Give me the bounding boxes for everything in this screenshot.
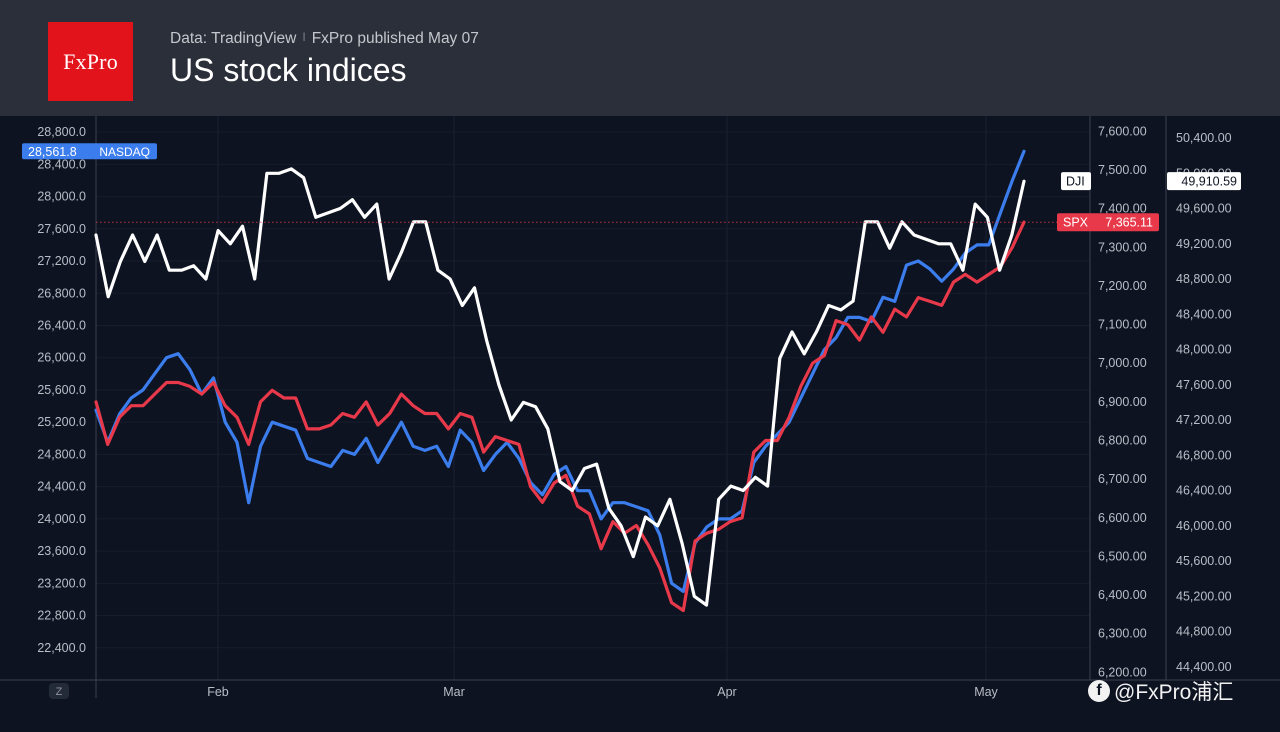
- right-tick-label: 46,800.00: [1176, 448, 1232, 462]
- middle-tick-label: 7,200.00: [1098, 279, 1147, 293]
- chart-area[interactable]: 22,400.0 22,800.0 23,200.0 23,600.0 24,000.0…: [0, 116, 1280, 732]
- right-tick-label: 48,000.00: [1176, 343, 1232, 357]
- middle-tick-label: 6,300.00: [1098, 627, 1147, 641]
- x-tick-label: Feb: [207, 685, 229, 699]
- left-tick-label: 25,200.0: [37, 415, 86, 429]
- left-tick-label: 23,200.0: [37, 576, 86, 590]
- right-tick-label: 45,200.00: [1176, 589, 1232, 603]
- watermark-text: @FxPro浦汇: [1114, 681, 1234, 704]
- published-note: FxPro published May 07: [311, 30, 479, 47]
- left-tick-label: 22,400.0: [37, 641, 86, 655]
- chart-title: US stock indices: [170, 52, 407, 88]
- right-tick-label: 44,400.00: [1176, 660, 1232, 674]
- middle-tick-label: 6,800.00: [1098, 433, 1147, 447]
- right-tick-label: 50,400.00: [1176, 131, 1232, 145]
- middle-tick-label: 6,400.00: [1098, 588, 1147, 602]
- x-tick-label: Apr: [717, 685, 736, 699]
- source-line: Data: TradingView I FxPro published May 07: [170, 30, 479, 48]
- right-tick-label: 47,200.00: [1176, 413, 1232, 427]
- right-tick-label: 46,400.00: [1176, 484, 1232, 498]
- middle-tick-label: 7,400.00: [1098, 202, 1147, 216]
- middle-tick-label: 7,500.00: [1098, 163, 1147, 177]
- right-tick-label: 44,800.00: [1176, 625, 1232, 639]
- right-tick-label: 49,200.00: [1176, 237, 1232, 251]
- timezone-button: [49, 683, 69, 699]
- left-tick-label: 24,800.0: [37, 447, 86, 461]
- dji-value-badge: [1167, 172, 1241, 191]
- left-tick-label: 28,400.0: [37, 157, 86, 171]
- facebook-icon: f: [1088, 680, 1110, 702]
- dji-name-badge: [1061, 172, 1091, 191]
- right-tick-label: 45,600.00: [1176, 554, 1232, 568]
- middle-tick-label: 6,600.00: [1098, 511, 1147, 525]
- right-tick-label: 47,600.00: [1176, 378, 1232, 392]
- left-tick-label: 23,600.0: [37, 544, 86, 558]
- axis-labels: 22,400.0 22,800.0 23,200.0 23,600.0 24,000.0…: [22, 124, 1241, 699]
- left-tick-label: 26,400.0: [37, 318, 86, 332]
- header: FxPro Data: TradingView I FxPro published …: [0, 0, 1280, 116]
- series-lines: [94, 149, 1090, 613]
- left-tick-label: 26,000.0: [37, 351, 86, 365]
- x-tick-label: Mar: [443, 685, 465, 699]
- middle-tick-label: 7,000.00: [1098, 356, 1147, 370]
- left-tick-label: 25,600.0: [37, 383, 86, 397]
- fxpro-logo: FxPro: [48, 22, 133, 101]
- dji-series-name: DJI: [1066, 175, 1085, 189]
- left-tick-label: 28,800.0: [37, 125, 86, 139]
- middle-tick-label: 6,500.00: [1098, 549, 1147, 563]
- watermark: f @FxPro浦汇: [1088, 676, 1233, 706]
- left-tick-label: 24,400.0: [37, 480, 86, 494]
- left-tick-label: 27,600.0: [37, 222, 86, 236]
- right-tick-label: 46,000.00: [1176, 519, 1232, 533]
- data-source: Data: TradingView: [170, 30, 297, 47]
- grid: [96, 116, 1090, 680]
- nasdaq-series-name: NASDAQ: [99, 145, 150, 159]
- chart-background: [0, 116, 1280, 732]
- nasdaq-value-badge: [22, 143, 157, 160]
- left-tick-label: 27,200.0: [37, 254, 86, 268]
- right-tick-label: 48,400.00: [1176, 307, 1232, 321]
- middle-tick-label: 7,300.00: [1098, 240, 1147, 254]
- spx-value-badge: [1057, 213, 1159, 232]
- left-tick-label: 22,800.0: [37, 609, 86, 623]
- dji-last-value: 49,910.59: [1181, 175, 1237, 189]
- middle-tick-label: 6,200.00: [1098, 665, 1147, 679]
- left-tick-label: 28,000.0: [37, 190, 86, 204]
- x-tick-label: May: [974, 685, 998, 699]
- nasdaq-last-value: 28,561.8: [28, 145, 77, 159]
- right-tick-label: 48,800.00: [1176, 272, 1232, 286]
- middle-tick-label: 7,100.00: [1098, 318, 1147, 332]
- separator: I: [302, 30, 306, 44]
- middle-tick-label: 6,900.00: [1098, 395, 1147, 409]
- middle-tick-label: 7,600.00: [1098, 124, 1147, 138]
- spx-last-value: 7,365.11: [1105, 216, 1153, 230]
- left-tick-label: 26,800.0: [37, 286, 86, 300]
- right-tick-label: 49,600.00: [1176, 202, 1232, 216]
- timezone-label: Z: [56, 686, 63, 698]
- left-tick-label: 24,000.0: [37, 512, 86, 526]
- middle-tick-label: 6,700.00: [1098, 472, 1147, 486]
- spx-series-name: SPX: [1063, 216, 1089, 230]
